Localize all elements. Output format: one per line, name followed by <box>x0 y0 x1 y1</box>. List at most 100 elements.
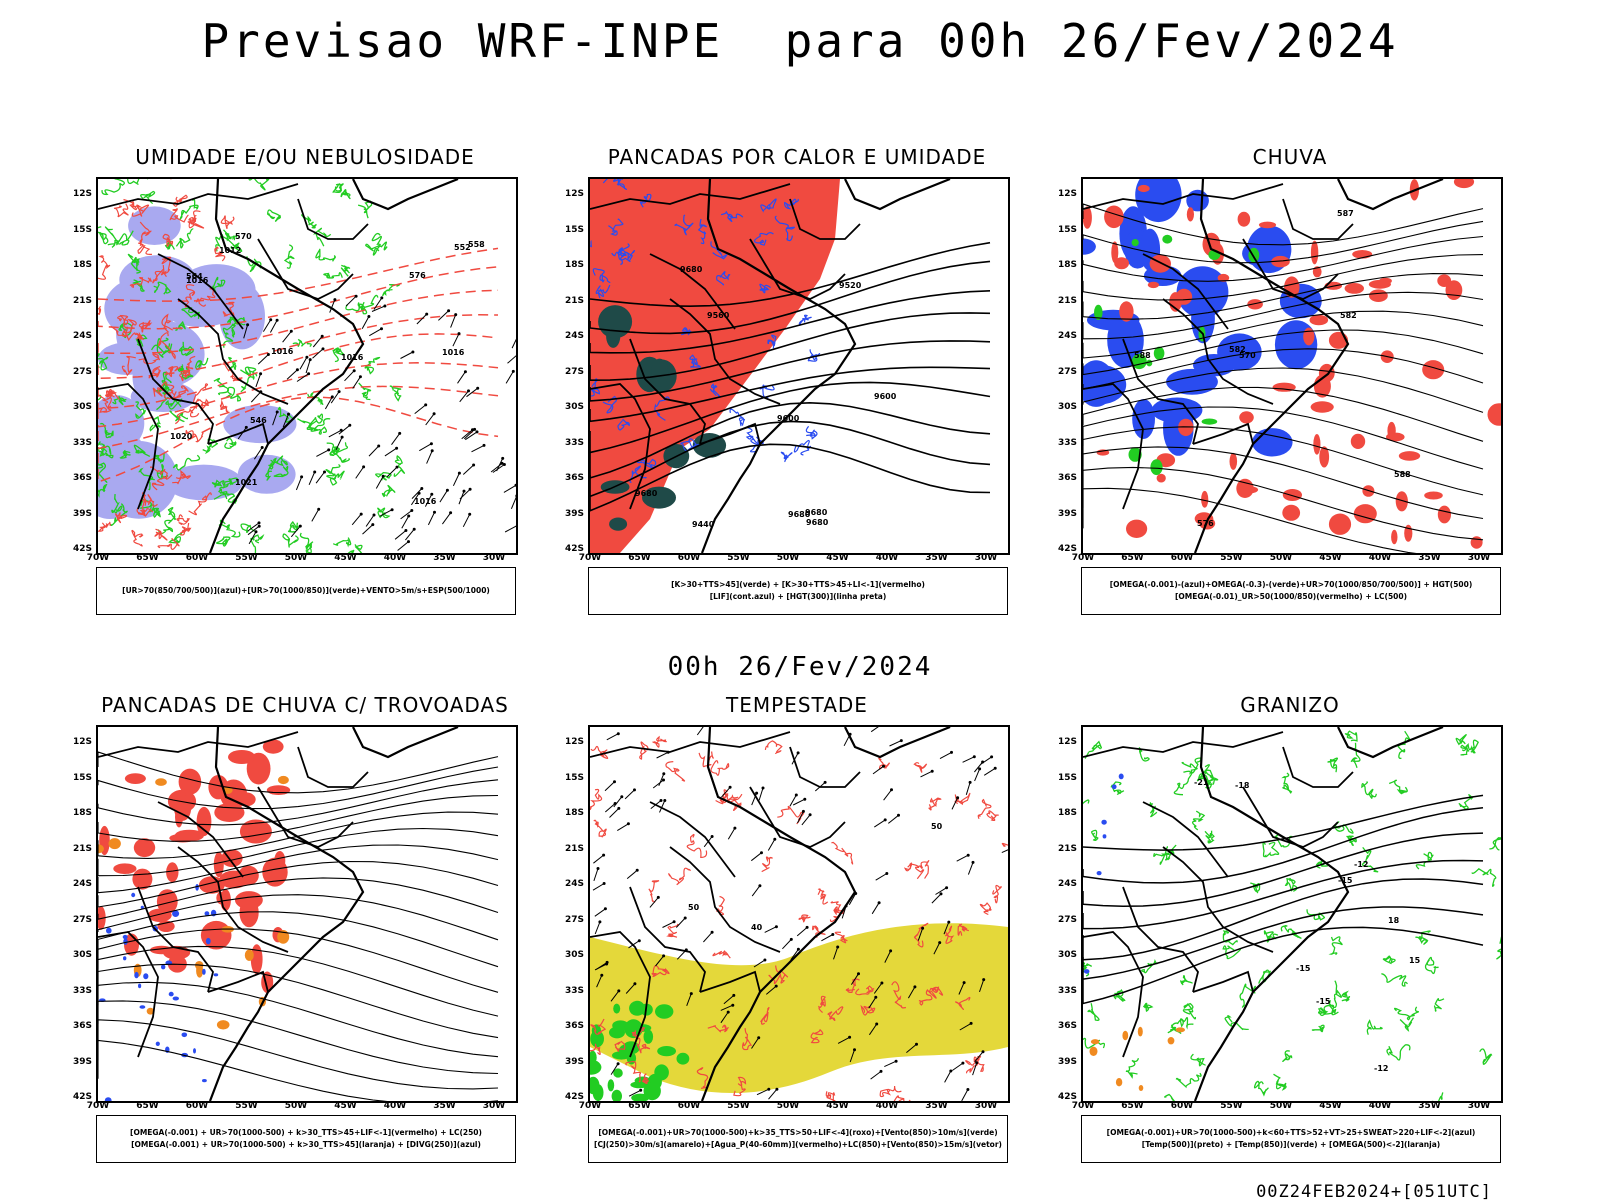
contour-value-label: 9520 <box>839 281 862 290</box>
latitude-tick-label: 18S <box>1047 808 1077 818</box>
contour-value-label: 576 <box>409 271 426 280</box>
wind-vector <box>793 798 806 805</box>
humidity-green-contour <box>333 184 343 192</box>
wind-vector <box>427 449 434 463</box>
legend-tempestade: [OMEGA(-0.001)+UR>70(1000-500)+k>35_TTS>… <box>588 1115 1008 1163</box>
longitude-tick-label: 30W <box>479 553 509 563</box>
humidity-green-contour <box>225 439 236 449</box>
longitude-tick-label: 55W <box>232 1101 262 1111</box>
streamline <box>1083 447 1483 519</box>
thickness-red-contour <box>221 402 228 412</box>
rain-red-area <box>1311 241 1318 265</box>
rain-red-area <box>1283 489 1302 501</box>
precipitable-water-contour <box>668 924 678 937</box>
hail-blue-area <box>1101 820 1106 825</box>
contour-value-label: 1012 <box>219 246 241 255</box>
contour-value-label: -21 <box>1194 778 1209 787</box>
thunder-orange-area <box>217 1020 230 1029</box>
wind-vector <box>356 465 365 478</box>
divergence-blue-dot <box>156 1042 160 1046</box>
temp850-green-contour <box>1395 1007 1419 1020</box>
wind-vector <box>398 540 410 550</box>
latitude-tick-label: 27S <box>62 367 92 377</box>
humidity-green-contour <box>382 485 395 496</box>
divergence-blue-dot <box>202 969 206 975</box>
latitude-tick-label: 24S <box>554 331 584 341</box>
latitude-tick-label: 18S <box>62 808 92 818</box>
longitude-tick-label: 45W <box>823 553 853 563</box>
divergence-blue-dot <box>123 956 126 960</box>
thunder-orange-area <box>155 778 167 786</box>
latitude-tick-label: 30S <box>1047 402 1077 412</box>
longitude-tick-label: 40W <box>1365 1101 1395 1111</box>
longitude-tick-label: 40W <box>872 553 902 563</box>
hail-blue-area <box>1119 774 1124 780</box>
wind-vector <box>884 1060 897 1067</box>
humidity-green-contour <box>217 537 230 546</box>
wind-vector <box>508 353 517 364</box>
wind-vector <box>595 907 607 916</box>
wind-vector <box>945 1070 953 1083</box>
wind-vector <box>369 327 383 336</box>
longitude-tick-label: 65W <box>1118 553 1148 563</box>
divergence-blue-dot <box>123 935 128 939</box>
wind-vector <box>453 472 461 486</box>
contour-value-label: 1021 <box>235 478 258 487</box>
legend-line: [Temp(500)](preto) + [Temp(850)](verde) … <box>1082 1139 1500 1151</box>
wind-vector <box>888 814 900 824</box>
temp850-green-contour <box>1174 771 1192 794</box>
wind-vector <box>313 347 325 358</box>
wind-vector <box>614 795 624 807</box>
longitude-tick-label: 50W <box>1266 553 1296 563</box>
longitude-tick-label: 60W <box>182 553 212 563</box>
latitude-tick-label: 12S <box>62 189 92 199</box>
contour-value-label: 9600 <box>874 392 897 401</box>
humidity-green-contour <box>316 249 335 261</box>
run-footer: 00Z24FEB2024+[051UTC] <box>1256 1182 1492 1202</box>
temp850-green-contour <box>1435 999 1444 1011</box>
precipitable-water-contour <box>880 1086 901 1097</box>
precipitable-water-contour <box>980 903 991 914</box>
latitude-tick-label: 12S <box>554 737 584 747</box>
contour-value-label: 1020 <box>170 432 193 441</box>
precipitable-water-contour <box>594 820 606 837</box>
latitude-tick-label: 15S <box>554 225 584 235</box>
thunder-red-area <box>113 863 136 874</box>
thunder-red-area <box>267 785 290 795</box>
latitude-tick-label: 27S <box>554 915 584 925</box>
legend-line: [OMEGA(-0.001)+UR>70(1000-500)+k<60+TTS>… <box>1082 1127 1500 1139</box>
thickness-red-contour <box>177 515 189 525</box>
longitude-tick-label: 50W <box>281 553 311 563</box>
latitude-tick-label: 39S <box>1047 509 1077 519</box>
wind-vector <box>940 751 953 759</box>
wind-vector <box>874 818 886 827</box>
legend-line: [K>30+TTS>45](verde) + [K>30+TTS>45+LI<-… <box>589 579 1007 591</box>
coastline-borders <box>1083 727 1443 1101</box>
thunder-red-area <box>197 807 212 836</box>
contour-value-label: 1016 <box>442 348 465 357</box>
wind-vector <box>968 861 974 875</box>
divergence-blue-dot <box>140 1005 146 1009</box>
longitude-tick-label: 50W <box>1266 1101 1296 1111</box>
wind-vector <box>782 938 792 949</box>
instability-green-area <box>598 305 632 338</box>
precipitable-water-contour <box>929 798 941 810</box>
longitude-tick-label: 45W <box>331 553 361 563</box>
latitude-tick-label: 33S <box>62 986 92 996</box>
humidity-green-contour <box>324 273 342 278</box>
temp850-green-contour <box>1426 957 1439 973</box>
panel-title-trovoadas: PANCADAS DE CHUVA C/ TROVOADAS <box>86 693 524 717</box>
rain-red-area <box>1303 328 1314 346</box>
longitude-tick-label: 60W <box>674 553 704 563</box>
thickness-red-contour <box>98 256 110 279</box>
precipitable-water-contour <box>799 915 810 922</box>
hail-blue-area <box>1084 969 1090 974</box>
legend-line: [LIF](cont.azul) + [HGT(300)](linha pret… <box>589 591 1007 603</box>
wind-vector <box>871 1070 883 1079</box>
precipitable-water-contour <box>1002 844 1008 855</box>
wind-vector <box>921 770 934 777</box>
thunder-red-area <box>228 750 255 764</box>
